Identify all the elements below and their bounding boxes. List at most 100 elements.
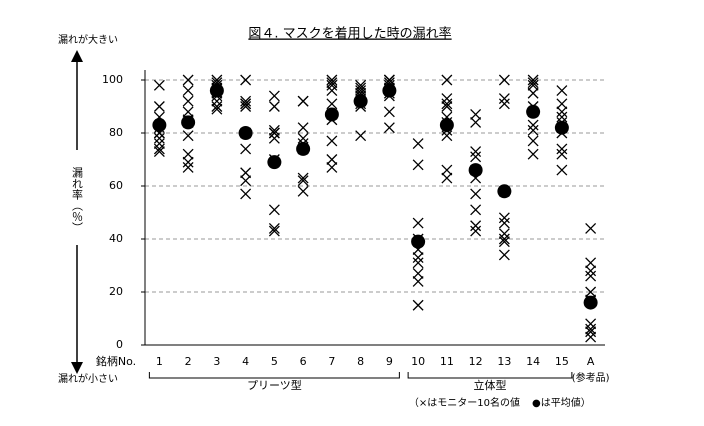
mean-dot	[296, 141, 311, 156]
cross-mark	[556, 164, 568, 176]
cross-mark	[585, 270, 597, 282]
mean-dot	[526, 104, 541, 119]
chart-title: 図４. マスクを着用した時の漏れ率	[248, 26, 451, 42]
cross-mark	[585, 323, 597, 335]
cross-mark	[326, 79, 338, 91]
cross-mark	[240, 95, 252, 107]
cross-mark	[556, 143, 568, 155]
cross-mark	[268, 204, 280, 216]
mean-dot	[554, 120, 569, 135]
cross-mark	[527, 124, 539, 136]
cross-mark	[412, 138, 424, 150]
group-bracket	[407, 372, 573, 379]
cross-mark	[182, 130, 194, 142]
cross-mark	[297, 122, 309, 134]
cross-mark	[498, 98, 510, 110]
cross-mark	[383, 74, 395, 86]
cross-mark	[527, 148, 539, 160]
cross-mark	[470, 225, 482, 237]
cross-mark	[585, 257, 597, 269]
cross-mark	[153, 132, 165, 144]
cross-mark	[585, 286, 597, 298]
mean-dot	[181, 115, 196, 130]
group-bracket	[148, 372, 400, 379]
cross-mark	[470, 146, 482, 158]
mean-dot	[267, 155, 282, 170]
cross-mark	[240, 74, 252, 86]
cross-mark	[182, 95, 194, 107]
mean-dot	[324, 107, 339, 122]
y-tick-label: 0	[116, 338, 123, 351]
cross-mark	[240, 167, 252, 179]
cross-mark	[527, 77, 539, 89]
cross-mark	[153, 138, 165, 150]
legend-cross: （×はモニター10名の値	[409, 396, 520, 409]
cross-mark	[585, 318, 597, 330]
cross-mark	[240, 98, 252, 110]
group-label: 立体型	[474, 378, 507, 392]
x-tick-label: 12	[469, 355, 483, 368]
cross-mark	[326, 77, 338, 89]
cross-mark	[297, 175, 309, 187]
cross-mark	[470, 151, 482, 163]
mean-dot	[583, 295, 598, 310]
cross-mark	[498, 93, 510, 105]
x-tick-label: 9	[386, 355, 393, 368]
group-label: (参考品)	[572, 371, 610, 384]
cross-mark	[441, 172, 453, 184]
cross-mark	[412, 267, 424, 279]
cross-mark	[498, 212, 510, 224]
cross-mark	[498, 249, 510, 261]
x-tick-label: 6	[300, 355, 307, 368]
group-label: プリーツ型	[247, 378, 302, 392]
cross-mark	[470, 108, 482, 120]
cross-mark	[326, 85, 338, 97]
cross-mark	[585, 265, 597, 277]
x-tick-label: 2	[185, 355, 192, 368]
cross-mark	[240, 175, 252, 187]
cross-mark	[470, 220, 482, 232]
y-bottom-note: 漏れが小さい	[58, 372, 118, 385]
cross-mark	[182, 85, 194, 97]
y-tick-label: 100	[102, 73, 123, 86]
mean-dot	[468, 163, 483, 178]
cross-mark	[268, 124, 280, 136]
cross-mark	[498, 228, 510, 240]
cross-mark	[412, 217, 424, 229]
cross-mark	[153, 146, 165, 158]
cross-mark	[326, 154, 338, 165]
cross-mark	[268, 225, 280, 237]
mean-dot	[439, 118, 454, 133]
cross-mark	[268, 222, 280, 234]
x-tick-label: A	[587, 355, 595, 368]
cross-mark	[585, 326, 597, 338]
mean-dot	[411, 234, 426, 249]
mean-dot	[238, 126, 253, 140]
cross-mark	[297, 95, 309, 107]
cross-mark	[585, 331, 597, 343]
mean-dot	[152, 118, 167, 133]
cross-mark	[498, 74, 510, 86]
mean-dot	[497, 184, 512, 199]
cross-mark	[153, 143, 165, 155]
y-tick-label: 20	[109, 285, 123, 298]
cross-mark	[211, 95, 223, 107]
y-tick-label: 60	[109, 179, 123, 192]
cross-mark	[268, 132, 280, 144]
cross-mark	[527, 87, 539, 99]
cross-mark	[556, 98, 568, 110]
cross-mark	[585, 222, 597, 234]
x-tick-label: 8	[357, 355, 364, 368]
cross-mark	[441, 164, 453, 176]
cross-mark	[556, 85, 568, 97]
x-tick-label: 7	[328, 355, 335, 368]
cross-mark	[211, 101, 223, 112]
cross-mark	[383, 106, 395, 118]
cross-mark	[498, 233, 510, 245]
x-tick-label: 14	[526, 355, 540, 368]
cross-mark	[211, 103, 223, 115]
cross-mark	[498, 236, 510, 248]
x-tick-label: 1	[156, 355, 163, 368]
cross-mark	[153, 79, 165, 91]
y-tick-label: 80	[109, 126, 123, 139]
